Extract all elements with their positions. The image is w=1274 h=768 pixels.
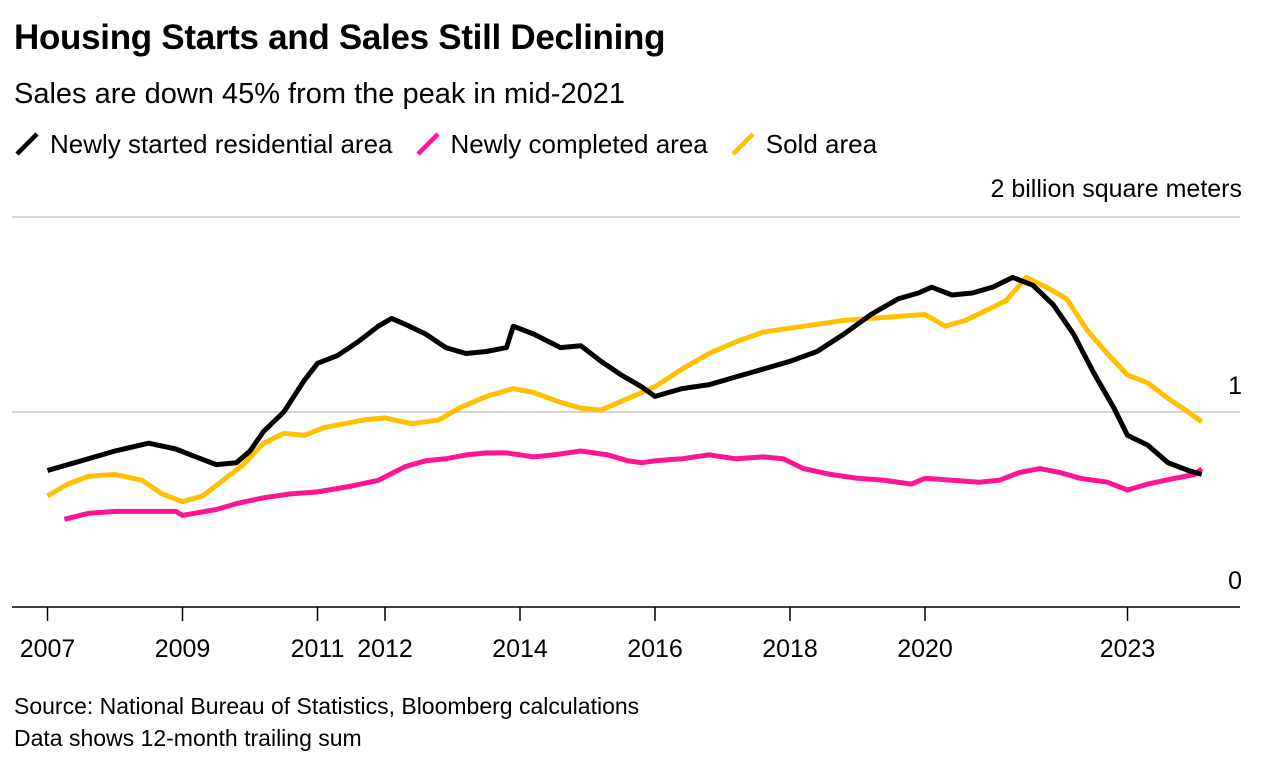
- series-line-sold-area: [46, 274, 1204, 505]
- x-tick-label-2009: 2009: [155, 635, 211, 663]
- x-tick-label-2020: 2020: [897, 635, 953, 663]
- legend-swatch-sold-area: [731, 132, 755, 156]
- chart-subtitle: Sales are down 45% from the peak in mid-…: [14, 78, 625, 110]
- legend-label-sold-area: Sold area: [765, 128, 878, 159]
- legend-item-sold-area: Sold area: [730, 129, 877, 160]
- legend-item-newly-started: Newly started residential area: [14, 129, 393, 160]
- x-axis: [12, 606, 1240, 621]
- x-tick-label-2023: 2023: [1100, 635, 1156, 663]
- legend: Newly started residential area Newly com…: [14, 126, 899, 162]
- x-tick-label-2012: 2012: [357, 635, 413, 663]
- y-tick-label-1: 1: [1228, 372, 1242, 400]
- axis-labels: 0 1 2007 2009 2011 2012 2014 2016 2018 2020 2023: [20, 372, 1242, 663]
- chart-title: Housing Starts and Sales Still Declining: [14, 18, 666, 57]
- series-line-newly-started-residential-area: [46, 274, 1203, 477]
- legend-label-newly-completed: Newly completed area: [450, 128, 708, 159]
- y-tick-label-0: 0: [1228, 567, 1242, 595]
- x-tick-label-2011: 2011: [291, 635, 345, 663]
- x-tick-label-2016: 2016: [627, 635, 683, 663]
- data-note: Data shows 12-month trailing sum: [14, 725, 362, 751]
- legend-item-newly-completed: Newly completed area: [415, 129, 708, 160]
- grid-lines: [12, 216, 1240, 413]
- source-note: Source: National Bureau of Statistics, B…: [14, 693, 640, 719]
- series-line-newly-completed-area: [63, 448, 1204, 522]
- legend-swatch-newly-completed: [415, 132, 440, 156]
- x-tick-label-2018: 2018: [762, 635, 818, 663]
- y-axis-unit-label: 2 billion square meters: [990, 175, 1242, 203]
- x-tick-label-2007: 2007: [20, 635, 76, 663]
- legend-swatch-newly-started: [15, 132, 39, 156]
- legend-label-newly-started: Newly started residential area: [50, 128, 393, 159]
- series-lines: [46, 274, 1204, 522]
- x-tick-label-2014: 2014: [492, 635, 548, 663]
